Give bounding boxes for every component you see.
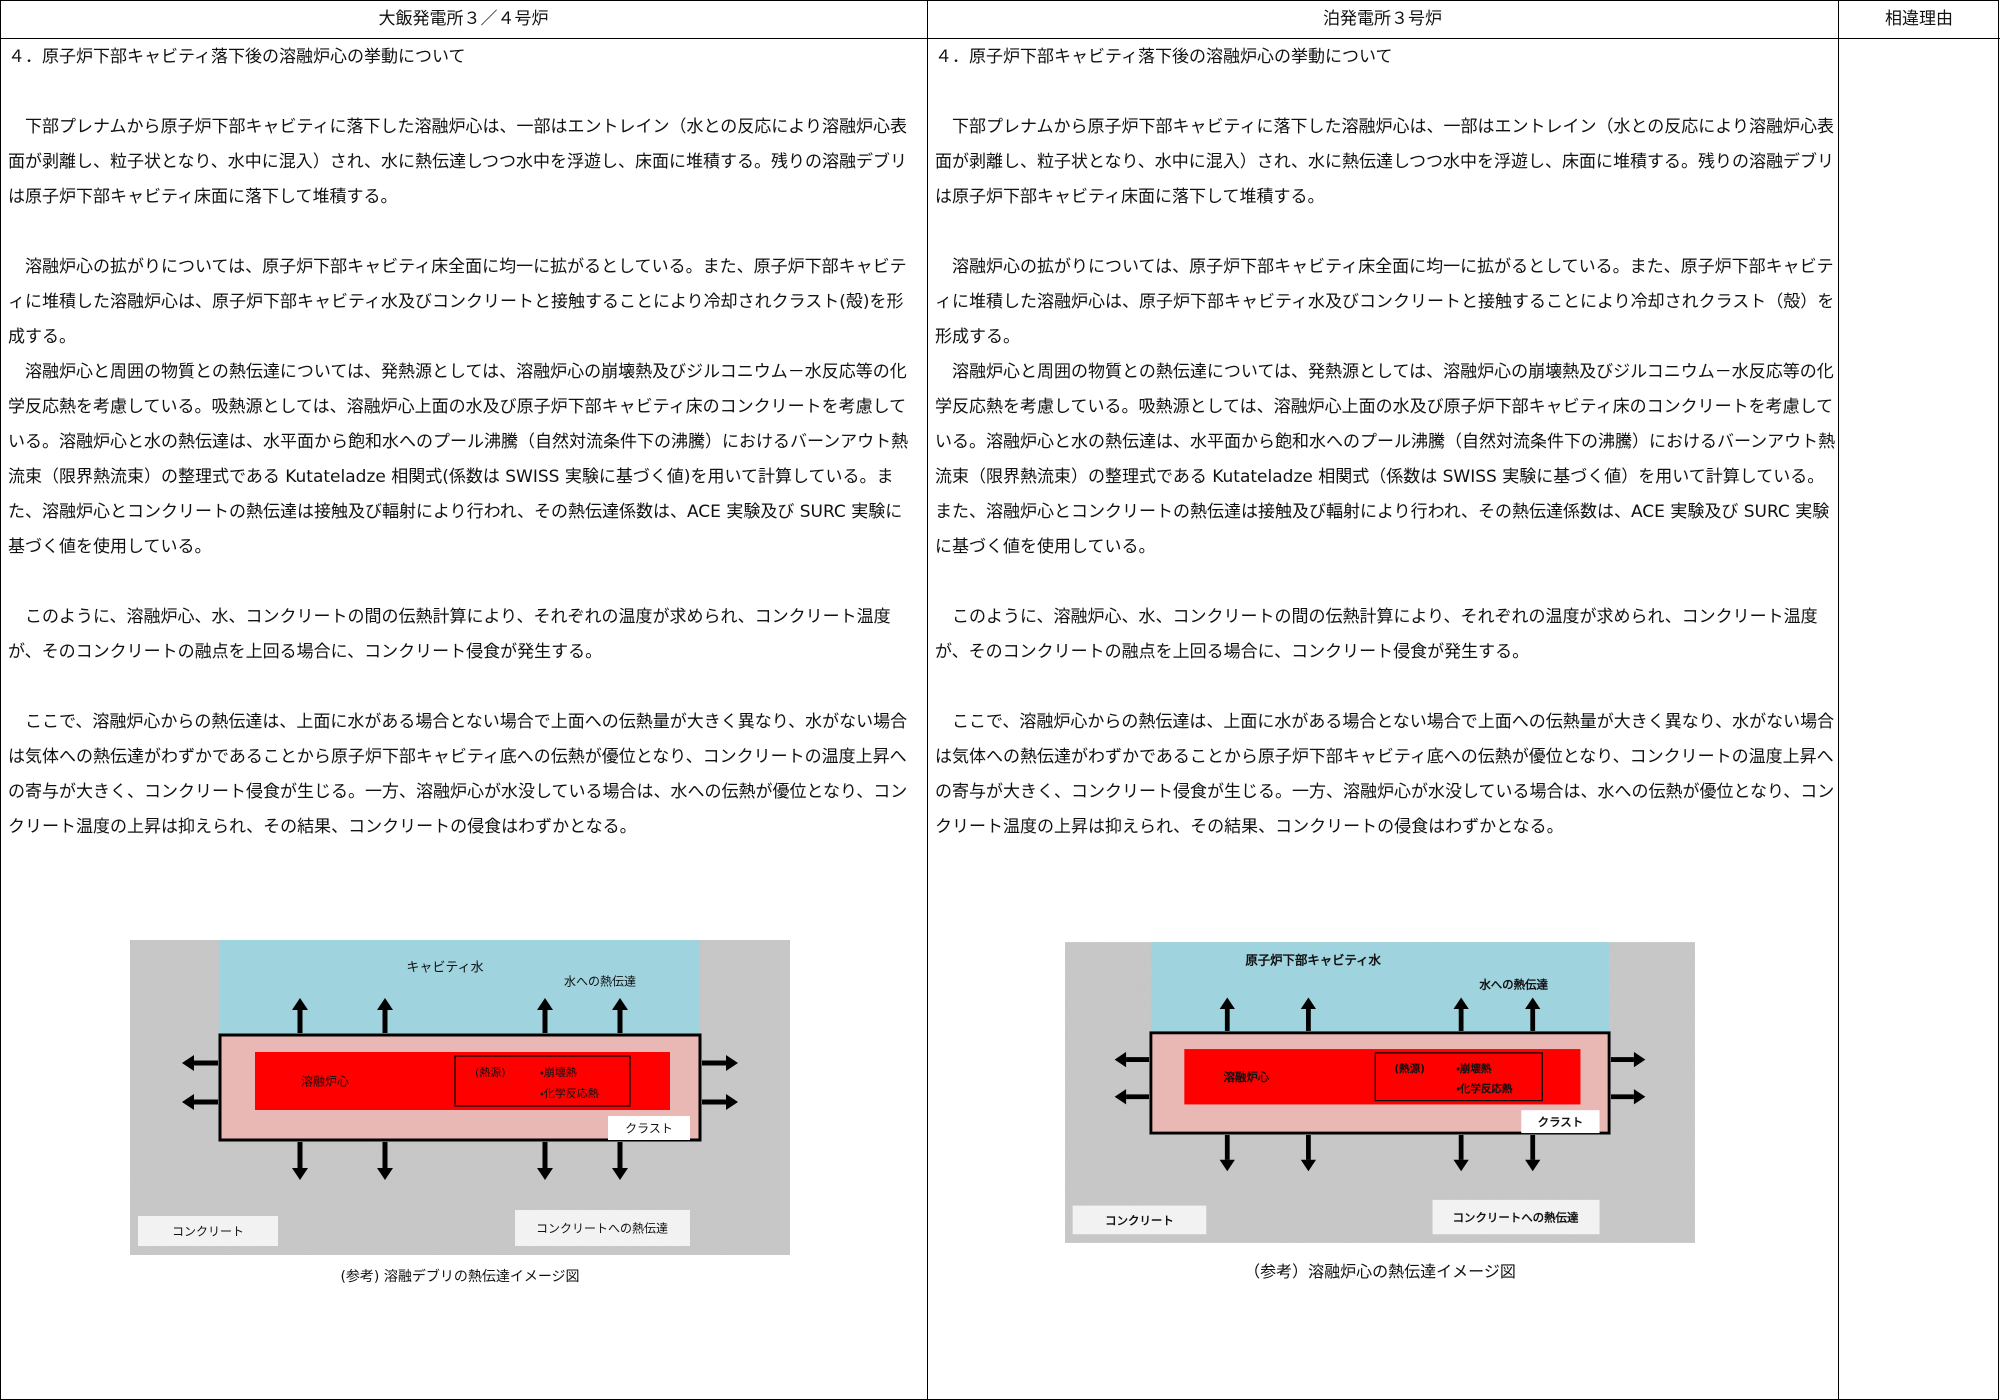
section-heading: ４．原子炉下部キャビティ落下後の溶融炉心の挙動について [935, 47, 1393, 67]
arrow-head [377, 998, 393, 1010]
heat-source-label: (熱源) [475, 1065, 506, 1079]
column-divider [1838, 0, 1839, 1400]
arrow-head [537, 998, 553, 1010]
arrow-head [1300, 997, 1317, 1009]
decay-heat-label: ・崩壊熱 [1456, 1062, 1492, 1075]
arrow-head [182, 1094, 194, 1110]
paragraph: このように、溶融炉心、水、コンクリートの間の伝熱計算により、それぞれの温度が求め… [935, 607, 1818, 662]
crust-label: クラスト [1538, 1115, 1584, 1129]
heat-source-box [454, 1055, 631, 1107]
paragraph: ここで、溶融炉心からの熱伝達は、上面に水がある場合とない場合で上面への伝熱量が大… [935, 712, 1835, 837]
core-label: 溶融炉心 [301, 1075, 349, 1089]
paragraph: ここで、溶融炉心からの熱伝達は、上面に水がある場合とない場合で上面への伝熱量が大… [8, 712, 908, 837]
arrow-head [377, 1168, 393, 1180]
crust-label: クラスト [625, 1122, 673, 1136]
right-text: ４．原子炉下部キャビティ落下後の溶融炉心の挙動について 下部プレナムから原子炉下… [935, 40, 1840, 845]
header-reason: 相違理由 [1885, 9, 1953, 29]
concrete-label: コンクリート [172, 1225, 244, 1239]
molten-core [255, 1052, 670, 1110]
section-heading: ４．原子炉下部キャビティ落下後の溶融炉心の挙動について [8, 47, 466, 67]
label-box [515, 1210, 690, 1246]
core-label: 溶融炉心 [1223, 1070, 1269, 1084]
concrete-heat-label: コンクリートへの熱伝達 [1453, 1211, 1579, 1225]
arrow-head [726, 1055, 738, 1071]
label-box [608, 1116, 690, 1140]
left-text: ４．原子炉下部キャビティ落下後の溶融炉心の挙動について 下部プレナムから原子炉下… [8, 40, 913, 845]
water-label: キャビティ水 [406, 961, 483, 976]
header-right: 泊発電所３号炉 [1323, 9, 1442, 29]
header-left: 大飯発電所３／４号炉 [378, 9, 549, 29]
chemical-heat-label: ・化学反応熱 [540, 1086, 599, 1100]
concrete-label: コンクリート [1105, 1213, 1174, 1227]
heat-source-box [1374, 1052, 1543, 1102]
arrow-head [1525, 997, 1541, 1009]
molten-core [1184, 1049, 1581, 1105]
chemical-heat-label: ・化学反応熱 [1456, 1082, 1513, 1095]
figure-caption: （参考）溶融炉心の熱伝達イメージ図 [1244, 1262, 1516, 1281]
arrow-head [1219, 997, 1235, 1009]
decay-heat-label: ・崩壊熱 [540, 1065, 577, 1079]
column-divider [927, 0, 928, 1400]
paragraph: 下部プレナムから原子炉下部キャビティに落下した溶融炉心は、一部はエントレイン（水… [8, 117, 907, 207]
arrow-head [182, 1055, 194, 1071]
paragraph: 溶融炉心と周囲の物質との熱伝達については、発熱源としては、溶融炉心の崩壊熱及びジ… [8, 362, 909, 557]
water-heat-label: 水への熱伝達 [564, 975, 636, 989]
arrow-head [292, 1168, 308, 1180]
water-label: 原子炉下部キャビティ水 [1245, 953, 1381, 968]
arrow-head [1300, 1159, 1317, 1172]
arrow-head [1114, 1051, 1127, 1068]
arrow-head [612, 998, 628, 1010]
arrow-head [1114, 1089, 1127, 1105]
paragraph: 溶融炉心と周囲の物質との熱伝達については、発熱源としては、溶融炉心の崩壊熱及びジ… [935, 362, 1836, 557]
arrow-head [726, 1094, 738, 1110]
arrow-head [1633, 1051, 1646, 1068]
paragraph: 溶融炉心の拡がりについては、原子炉下部キャビティ床全面に均一に拡がるとしている。… [8, 257, 907, 347]
header-divider [0, 38, 2000, 39]
figure-caption: (参考) 溶融デブリの熱伝達イメージ図 [340, 1269, 580, 1285]
concrete-heat-label: コンクリートへの熱伝達 [536, 1222, 668, 1236]
label-box [138, 1216, 278, 1246]
paragraph: このように、溶融炉心、水、コンクリートの間の伝熱計算により、それぞれの温度が求め… [8, 607, 891, 662]
arrow-head [1525, 1159, 1541, 1172]
paragraph: 溶融炉心の拡がりについては、原子炉下部キャビティ床全面に均一に拡がるとしている。… [935, 257, 1835, 347]
arrow-head [1453, 997, 1469, 1009]
water-heat-label: 水への熱伝達 [1478, 978, 1548, 992]
arrow-head [1219, 1159, 1235, 1172]
arrow-head [292, 998, 308, 1010]
paragraph: 下部プレナムから原子炉下部キャビティに落下した溶融炉心は、一部はエントレイン（水… [935, 117, 1834, 207]
arrow-head [1633, 1089, 1646, 1105]
label-box [1432, 1199, 1600, 1235]
arrow-head [537, 1168, 553, 1180]
heat-source-label: (熱源) [1394, 1062, 1425, 1075]
label-box [1521, 1110, 1600, 1134]
arrow-head [1453, 1159, 1469, 1172]
label-box [1072, 1205, 1207, 1235]
arrow-head [612, 1168, 628, 1180]
